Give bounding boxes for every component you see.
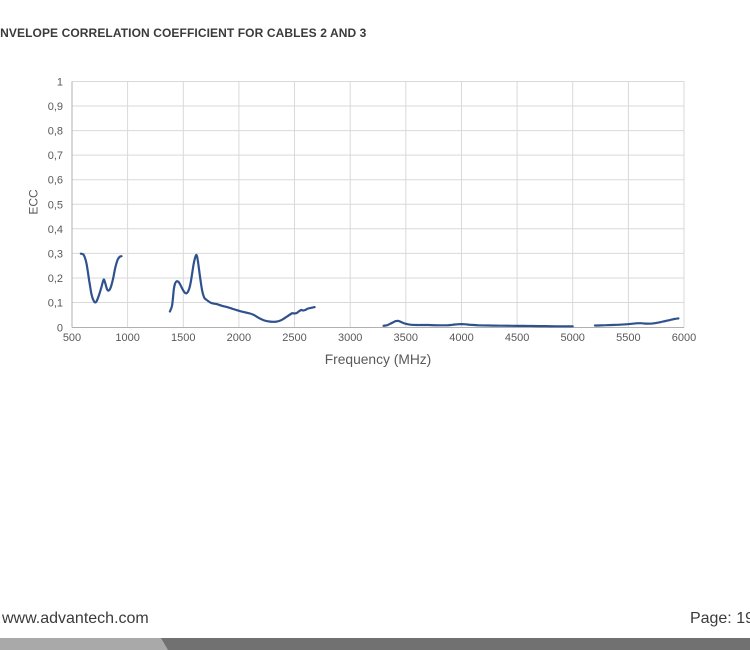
svg-text:5500: 5500 <box>616 332 640 344</box>
svg-text:0,9: 0,9 <box>48 101 63 113</box>
svg-text:0,1: 0,1 <box>48 298 63 310</box>
svg-text:2000: 2000 <box>227 332 251 344</box>
svg-text:5000: 5000 <box>560 332 584 344</box>
svg-text:0,3: 0,3 <box>48 248 63 260</box>
svg-text:1: 1 <box>57 77 63 89</box>
svg-text:0,8: 0,8 <box>48 126 63 138</box>
svg-text:0,6: 0,6 <box>48 175 63 187</box>
svg-text:4000: 4000 <box>449 332 473 344</box>
svg-text:2500: 2500 <box>282 332 306 344</box>
svg-text:0,2: 0,2 <box>48 273 63 285</box>
svg-text:0,5: 0,5 <box>48 199 63 211</box>
svg-text:6000: 6000 <box>672 332 696 344</box>
svg-text:0,7: 0,7 <box>48 150 63 162</box>
svg-text:3500: 3500 <box>394 332 418 344</box>
svg-text:0,4: 0,4 <box>48 224 63 236</box>
svg-text:1000: 1000 <box>115 332 139 344</box>
svg-text:4500: 4500 <box>505 332 529 344</box>
svg-text:3000: 3000 <box>338 332 362 344</box>
svg-text:Frequency (MHz): Frequency (MHz) <box>325 352 432 367</box>
svg-text:500: 500 <box>63 332 81 344</box>
svg-text:1500: 1500 <box>171 332 195 344</box>
